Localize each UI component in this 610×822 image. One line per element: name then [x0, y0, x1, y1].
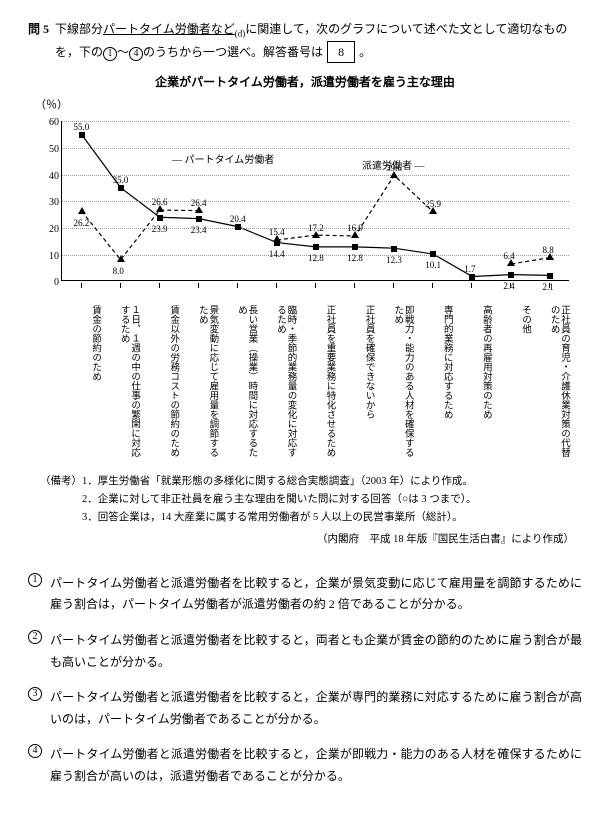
value-label: 35.0 — [113, 174, 129, 188]
choice: 1 パートタイム労働者と派遣労働者を比較すると，企業が景気変動に応じて雇用量を調節… — [28, 573, 582, 616]
value-label: 16.9 — [347, 222, 363, 236]
q-underline: パートタイム労働者など — [103, 22, 235, 36]
marker-triangle — [78, 207, 86, 214]
chart: （％） 0102030405060 — パートタイム労働者 派遣労働者 — 55… — [35, 97, 575, 464]
marker-square — [352, 244, 358, 250]
x-label: 即戦力・能力のある人材を確保するため — [374, 303, 413, 463]
notes: （備考）1．厚生労働省「就業形態の多様化に関する総合実態調査」（2003 年）に… — [28, 473, 582, 548]
x-label: 賃金の節約のため — [61, 303, 100, 463]
marker-square — [547, 273, 553, 279]
marker-triangle — [117, 255, 125, 262]
value-label: 17.2 — [308, 222, 324, 236]
question-header: 問 5 下線部分パートタイム労働者など(d)に関連して，次のグラフについて述べた… — [28, 20, 582, 63]
value-label: 20.4 — [230, 213, 246, 227]
y-tick: 20 — [35, 222, 59, 237]
question-text: 下線部分パートタイム労働者など(d)に関連して，次のグラフについて述べた文として… — [55, 20, 582, 63]
value-label: 12.8 — [308, 252, 324, 266]
x-label: 高齢者の再雇用対策のため — [452, 303, 491, 463]
note-head: （備考） — [40, 473, 82, 491]
value-label: 14.4 — [269, 248, 285, 262]
choice-number: 2 — [28, 630, 42, 644]
q-post2: のうちから一つ選べ。解答番号は — [143, 45, 323, 59]
chart-title: 企業がパートタイム労働者，派遣労働者を雇う主な理由 — [28, 73, 582, 91]
value-label: 39.6 — [386, 162, 402, 176]
x-label: １日、１週の中の仕事の繁閑に対応するため — [100, 303, 139, 463]
y-tick: 60 — [35, 115, 59, 130]
y-tick: 30 — [35, 195, 59, 210]
value-label: 23.9 — [152, 223, 168, 237]
value-label: 1.7 — [464, 263, 475, 277]
plot: — パートタイム労働者 派遣労働者 — 55.035.023.923.420.4… — [61, 121, 569, 281]
choice-range-4: 4 — [129, 47, 143, 61]
marker-square — [508, 272, 514, 278]
q-pre: 下線部分 — [55, 22, 103, 36]
y-tick: 40 — [35, 169, 59, 184]
x-label: 正社員を確保できないから — [335, 303, 374, 463]
value-label: 10.1 — [425, 259, 441, 273]
value-label: 26.4 — [191, 197, 207, 211]
choice-text: パートタイム労働者と派遣労働者を比較すると，企業が景気変動に応じて雇用量を調節す… — [50, 573, 582, 616]
value-label: 8.8 — [542, 244, 553, 258]
y-tick: 50 — [35, 142, 59, 157]
x-label: 臨時・季節的業務量の変化に対応するため — [256, 303, 295, 463]
x-labels: 賃金の節約のため１日、１週の中の仕事の繁閑に対応するため賃金以外の労務コストの節… — [61, 303, 569, 463]
x-label: 賃金以外の労務コストの節約のため — [139, 303, 178, 463]
x-label: その他 — [491, 303, 530, 463]
question-number: 問 5 — [28, 20, 49, 38]
value-label: 8.0 — [113, 265, 124, 279]
marker-square — [430, 251, 436, 257]
y-axis: 0102030405060 — [35, 113, 59, 283]
marker-square — [157, 215, 163, 221]
answer-box: 8 — [327, 41, 355, 63]
marker-square — [391, 246, 397, 252]
choice: 3 パートタイム労働者と派遣労働者を比較すると，企業が専門的業務に対応するために雇… — [28, 687, 582, 730]
q-sub: (d) — [235, 28, 246, 38]
x-label: 景気変動に応じて雇用量を調節するため — [178, 303, 217, 463]
value-label: 6.4 — [503, 250, 514, 264]
x-label: 正社員を重要業務に特化させるため — [295, 303, 334, 463]
choice-number: 1 — [28, 573, 42, 587]
choice-text: パートタイム労働者と派遣労働者を比較すると，企業が専門的業務に対応するために雇う… — [50, 687, 582, 730]
choices: 1 パートタイム労働者と派遣労働者を比較すると，企業が景気変動に応じて雇用量を調節… — [28, 573, 582, 788]
note-1: （備考）1．厚生労働省「就業形態の多様化に関する総合実態調査」（2003 年）に… — [40, 473, 582, 491]
value-label: 25.9 — [425, 198, 441, 212]
value-label: 12.3 — [386, 254, 402, 268]
marker-square — [313, 244, 319, 250]
choice-number: 3 — [28, 687, 42, 701]
x-ticks — [61, 283, 569, 289]
value-label: 15.4 — [269, 226, 285, 240]
chart-area: 0102030405060 — パートタイム労働者 派遣労働者 — 55.035… — [35, 113, 575, 303]
legend-parttime: — パートタイム労働者 — [172, 153, 274, 168]
note-2: 2．企業に対して非正社員を雇う主な理由を聞いた問に対する回答（○は 3 つまで）… — [40, 491, 582, 509]
choice-number: 4 — [28, 744, 42, 758]
q-period: 。 — [359, 45, 371, 59]
x-label: 長い営業（操業）時間に対応するため — [217, 303, 256, 463]
note-3: 3．回答企業は，14 大産業に属する常用労働者が 5 人以上の民営事業所（総計）… — [40, 509, 582, 527]
x-label: 正社員の育児・介護休業対策の代替のため — [530, 303, 569, 463]
y-tick: 10 — [35, 249, 59, 264]
y-tick: 0 — [35, 275, 59, 290]
choice: 2 パートタイム労働者と派遣労働者を比較すると，両者とも企業が賃金の節約のために雇… — [28, 630, 582, 673]
choice-range-1: 1 — [103, 47, 117, 61]
value-label: 12.8 — [347, 252, 363, 266]
value-label: 23.4 — [191, 224, 207, 238]
marker-square — [196, 216, 202, 222]
value-label: 55.0 — [74, 121, 90, 135]
value-label: 26.2 — [74, 217, 90, 231]
x-label: 専門的業務に対応するため — [413, 303, 452, 463]
y-unit: （％） — [35, 97, 575, 114]
choice-text: パートタイム労働者と派遣労働者を比較すると，両者とも企業が賃金の節約のために雇う… — [50, 630, 582, 673]
value-label: 26.6 — [152, 196, 168, 210]
note-source: （内閣府 平成 18 年版『国民生活白書』により作成） — [40, 531, 582, 549]
